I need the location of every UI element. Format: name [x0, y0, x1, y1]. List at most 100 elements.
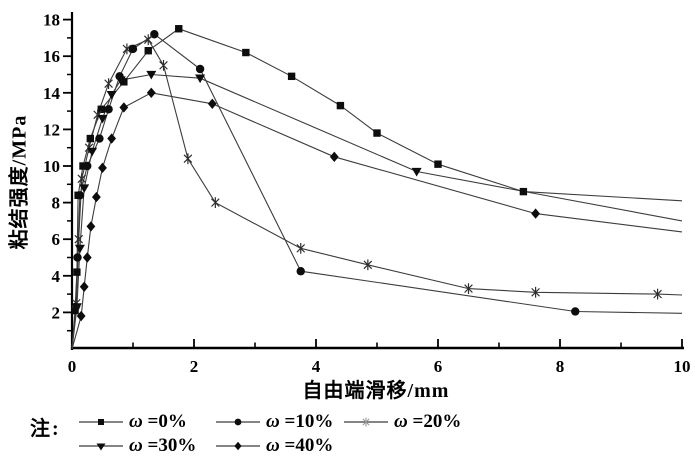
- y-axis-title: 粘结强度/MPa: [8, 114, 31, 250]
- marker-square: [144, 47, 152, 55]
- marker-square: [434, 160, 442, 168]
- marker-circle: [75, 191, 85, 200]
- marker-triangle-down: [115, 76, 126, 85]
- marker-circle: [83, 161, 92, 171]
- marker-diamond: [76, 310, 86, 322]
- x-axis-title: 自由端滑移/mm: [302, 380, 450, 402]
- legend-label: ω =10%: [266, 411, 334, 432]
- legend-marker-asterisk-icon: [344, 417, 388, 427]
- legend-item-triangle-down: ω =30%: [78, 434, 196, 458]
- marker-asterisk: [74, 234, 84, 244]
- x-tick-label: 2: [190, 357, 199, 376]
- y-tick-label: 16: [43, 47, 60, 66]
- marker-diamond: [207, 98, 217, 109]
- legend-marker-circle-icon: [216, 418, 260, 426]
- marker-asterisk: [93, 110, 102, 120]
- marker-diamond: [119, 102, 129, 113]
- series-line-triangle-down: [71, 73, 683, 350]
- x-tick-label: 4: [312, 357, 321, 376]
- marker-circle: [104, 105, 113, 114]
- marker-square: [519, 187, 528, 196]
- marker-diamond: [531, 208, 540, 219]
- marker-circle: [128, 44, 138, 54]
- series-line-asterisk: [71, 39, 683, 350]
- marker-triangle-down: [71, 303, 82, 312]
- marker-asterisk: [77, 174, 87, 184]
- marker-asterisk: [531, 287, 540, 297]
- y-tick-label: 14: [43, 84, 61, 103]
- marker-square: [97, 105, 105, 113]
- marker-diamond: [79, 281, 89, 292]
- y-tick-label: 4: [52, 267, 61, 286]
- marker-circle: [234, 418, 242, 426]
- y-tick-label: 12: [43, 120, 60, 139]
- marker-diamond: [234, 441, 242, 451]
- marker-asterisk: [104, 79, 113, 88]
- marker-triangle-down: [411, 167, 422, 177]
- marker-asterisk: [362, 418, 370, 426]
- marker-asterisk: [653, 289, 662, 299]
- marker-asterisk: [363, 260, 373, 270]
- marker-square: [73, 268, 81, 276]
- legend-item-square: ω =0%: [78, 410, 187, 434]
- series-line-circle: [71, 33, 683, 350]
- marker-square: [373, 129, 381, 137]
- marker-square: [287, 72, 296, 81]
- x-tick-label: 6: [434, 357, 443, 376]
- marker-asterisk: [143, 35, 153, 45]
- y-tick-label: 2: [52, 303, 61, 322]
- marker-square: [79, 162, 87, 170]
- y-tick-label: 8: [52, 194, 61, 213]
- x-tick-label: 10: [674, 357, 691, 376]
- marker-asterisk: [183, 154, 193, 163]
- legend-marker-triangle-down-icon: [79, 443, 123, 451]
- legend-label: ω =40%: [266, 435, 334, 456]
- marker-triangle-down: [195, 74, 206, 84]
- marker-asterisk: [84, 143, 94, 153]
- marker-asterisk: [211, 198, 220, 207]
- legend-marker-diamond-icon: [216, 441, 260, 451]
- marker-triangle-down: [96, 443, 106, 451]
- marker-diamond: [86, 221, 96, 232]
- legend-marker-square-icon: [79, 419, 123, 425]
- marker-diamond: [107, 133, 117, 144]
- legend-note: 注:: [30, 418, 61, 440]
- series-line-diamond: [71, 92, 683, 350]
- marker-asterisk: [122, 44, 132, 54]
- marker-triangle-down: [87, 147, 98, 157]
- x-tick-label: 8: [556, 357, 565, 376]
- legend-item-diamond: ω =40%: [215, 434, 333, 458]
- legend-label: ω =20%: [394, 411, 462, 432]
- marker-circle: [195, 64, 205, 74]
- marker-circle: [95, 134, 104, 143]
- marker-square: [98, 419, 104, 425]
- marker-triangle-down: [97, 114, 108, 124]
- marker-square: [120, 78, 128, 86]
- marker-asterisk: [464, 284, 473, 293]
- marker-triangle-down: [106, 91, 117, 100]
- marker-triangle-down: [146, 70, 157, 80]
- y-tick-label: 10: [43, 157, 60, 176]
- marker-square: [86, 134, 94, 143]
- marker-triangle-down: [79, 184, 90, 193]
- legend-label: ω =30%: [129, 435, 197, 456]
- legend-item-asterisk: ω =20%: [343, 410, 461, 434]
- marker-asterisk: [296, 244, 306, 253]
- y-tick-label: 18: [43, 11, 60, 30]
- marker-asterisk: [159, 61, 168, 70]
- x-tick-label: 0: [68, 357, 77, 376]
- marker-square: [242, 48, 250, 57]
- marker-circle: [571, 307, 580, 316]
- legend-label: ω =0%: [129, 411, 187, 432]
- series-line-square: [71, 28, 683, 350]
- legend-item-circle: ω =10%: [215, 410, 333, 434]
- marker-diamond: [329, 151, 339, 163]
- marker-circle: [73, 253, 82, 262]
- marker-circle: [296, 267, 305, 276]
- marker-diamond: [82, 252, 92, 263]
- marker-diamond: [92, 191, 101, 203]
- marker-square: [175, 25, 183, 33]
- marker-diamond: [146, 87, 156, 98]
